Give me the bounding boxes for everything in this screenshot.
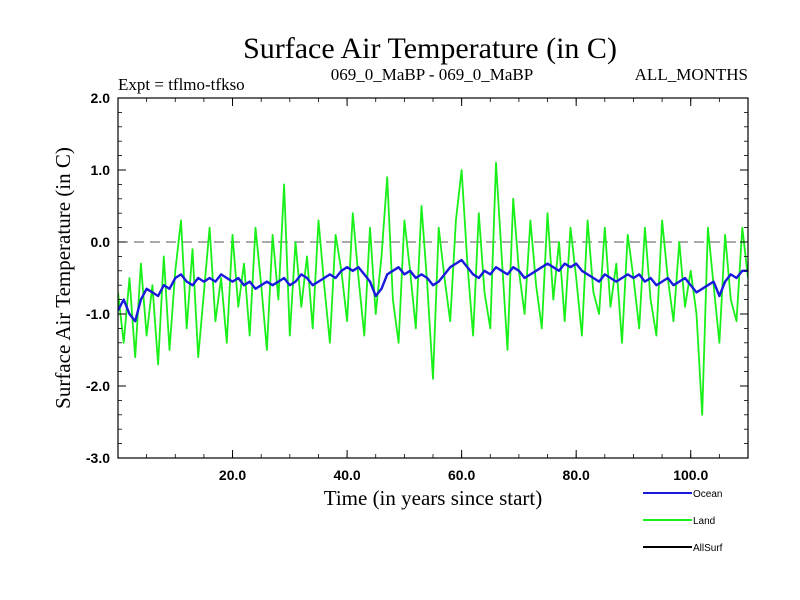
months-label: ALL_MONTHS <box>635 65 748 84</box>
y-tick-label: -2.0 <box>86 378 110 394</box>
y-tick-label: 0.0 <box>91 234 111 250</box>
legend-label-land: Land <box>693 516 715 527</box>
experiment-label: Expt = tflmo-tfkso <box>118 75 245 94</box>
y-tick-label: -1.0 <box>86 306 110 322</box>
legend-label-allsurf: AllSurf <box>693 543 723 554</box>
ocean-series-line <box>118 258 748 323</box>
y-tick-label: 2.0 <box>91 90 111 106</box>
legend-label-ocean: Ocean <box>693 489 722 500</box>
x-tick-label: 60.0 <box>448 467 475 483</box>
x-axis: 20.0 40.0 60.0 80.0 100.0 <box>117 98 749 483</box>
period-label: 069_0_MaBP - 069_0_MaBP <box>331 65 533 84</box>
y-axis: -3.0 -2.0 -1.0 0.0 1.0 2.0 <box>86 90 748 466</box>
x-axis-label: Time (in years since start) <box>324 486 543 510</box>
legend: Ocean Land AllSurf <box>643 489 723 554</box>
x-tick-label: 40.0 <box>333 467 360 483</box>
y-axis-label: Surface Air Temperature (in C) <box>51 147 75 409</box>
y-tick-label: 1.0 <box>91 162 111 178</box>
x-tick-label: 80.0 <box>563 467 590 483</box>
chart-title: Surface Air Temperature (in C) <box>243 32 617 65</box>
land-series-line <box>118 161 748 416</box>
x-tick-label: 100.0 <box>673 467 708 483</box>
y-tick-label: -3.0 <box>86 450 110 466</box>
x-tick-label: 20.0 <box>219 467 246 483</box>
